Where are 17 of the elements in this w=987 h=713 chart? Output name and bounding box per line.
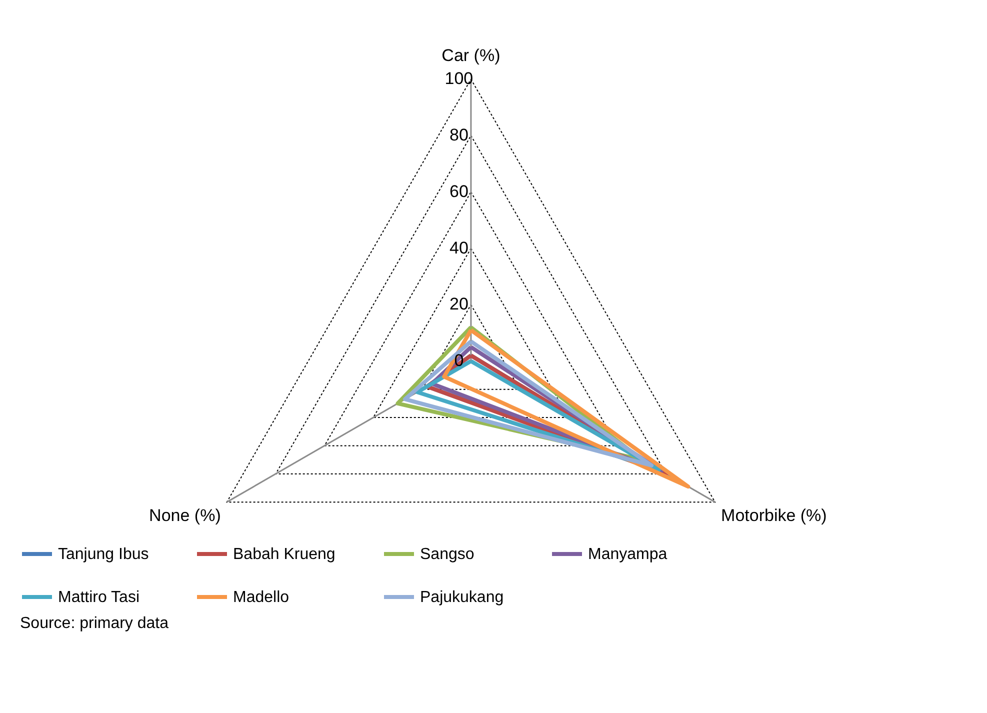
spoke-label: None (%) bbox=[149, 506, 221, 526]
source-note: Source: primary data bbox=[20, 615, 169, 632]
y-tick-label: 100 bbox=[444, 69, 474, 88]
y-tick-label: 80 bbox=[449, 126, 468, 145]
y-tick-label: 60 bbox=[449, 182, 468, 201]
legend-label: Mattiro Tasi bbox=[58, 589, 140, 606]
y-tick-label: 20 bbox=[449, 294, 468, 314]
legend-label: Manyampa bbox=[588, 546, 668, 563]
y-tick-label: 40 bbox=[449, 238, 468, 258]
legend-label: Pajukukang bbox=[420, 589, 504, 606]
legend-label: Sangso bbox=[420, 546, 474, 563]
legend-label: Tanjung Ibus bbox=[58, 546, 149, 563]
spoke-label: Motorbike (%) bbox=[721, 506, 827, 526]
spoke-label: Car (%) bbox=[442, 46, 500, 66]
legend-label: Madello bbox=[233, 589, 290, 606]
y-tick-label: 0 bbox=[454, 351, 464, 370]
legend-label: Babah Krueng bbox=[233, 546, 336, 563]
